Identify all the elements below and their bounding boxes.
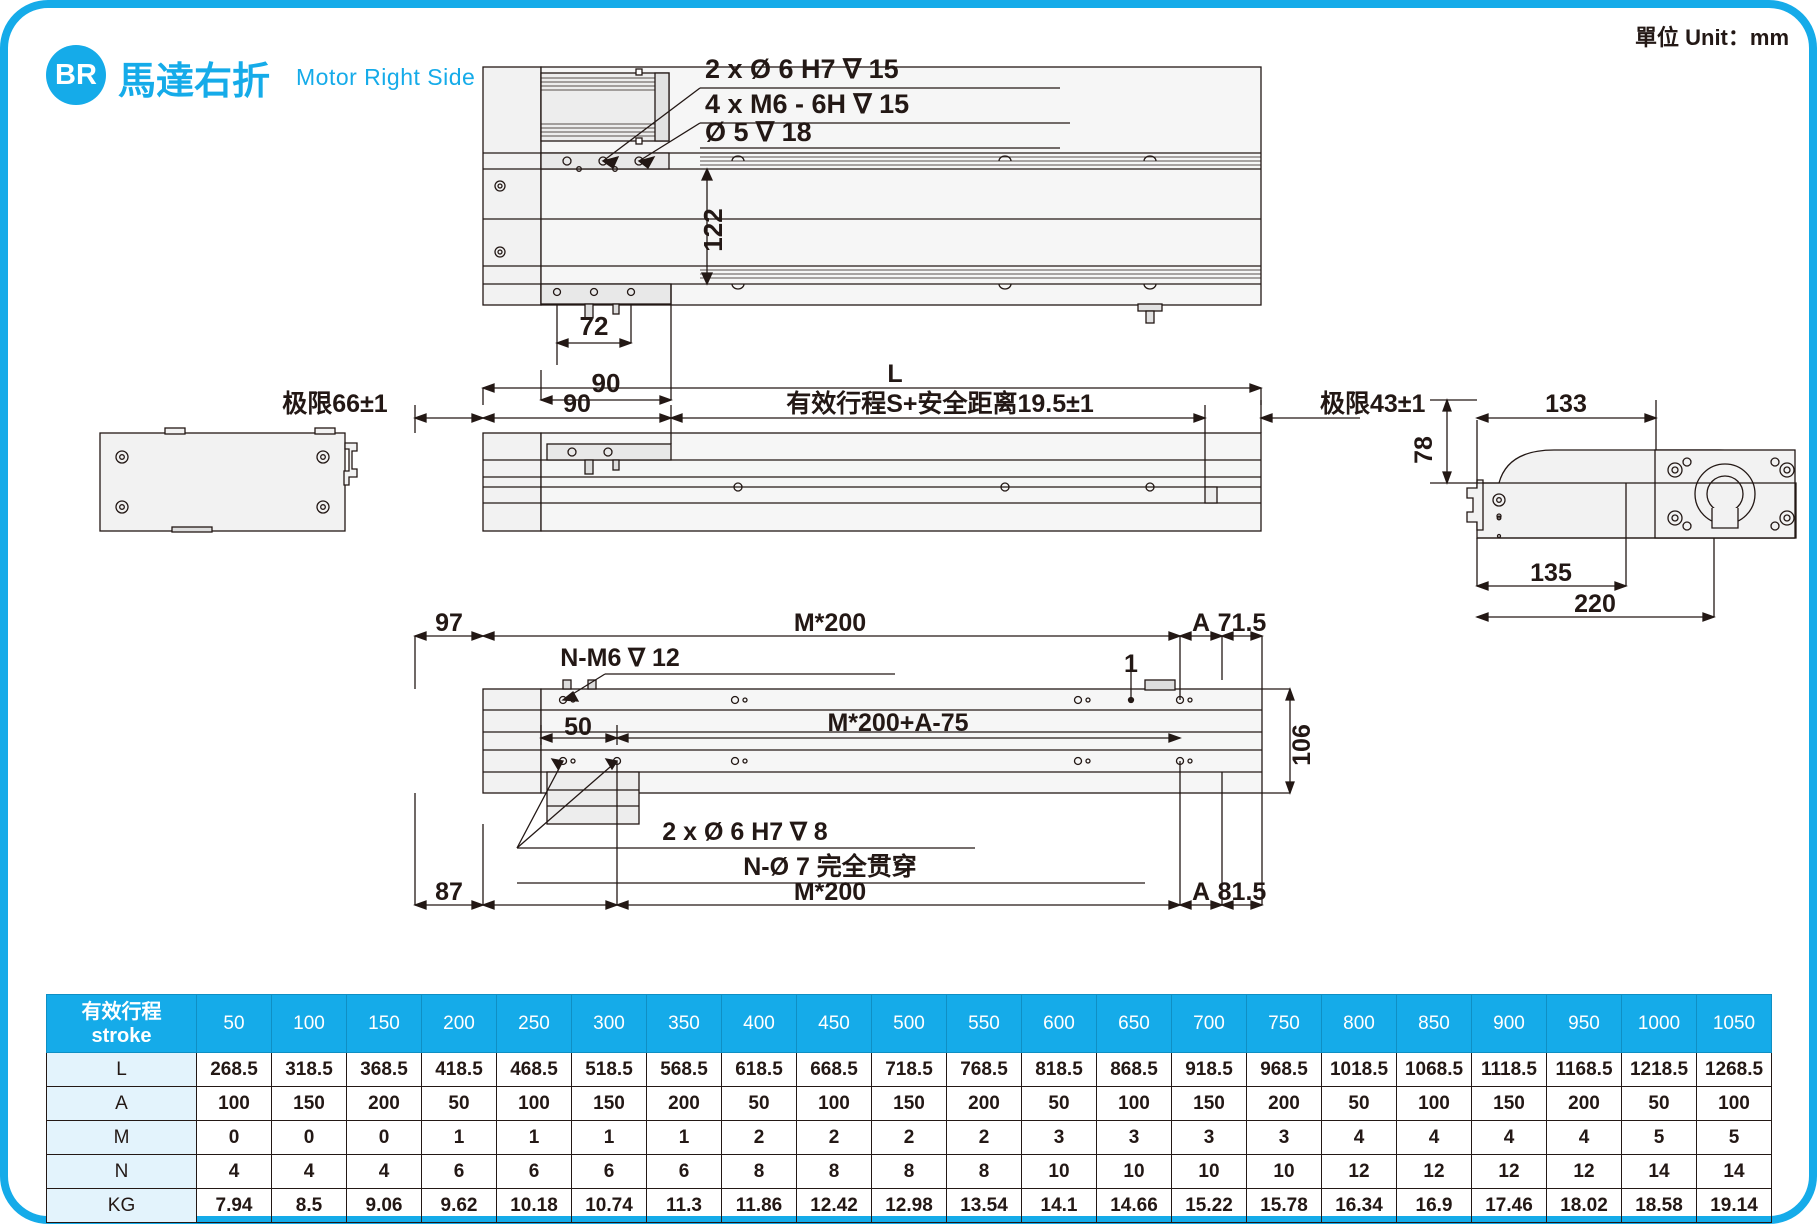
svg-text:N-Ø 7 完全贯穿: N-Ø 7 完全贯穿 (743, 852, 917, 881)
svg-text:2 x Ø 6 H7 ∇ 8: 2 x Ø 6 H7 ∇ 8 (662, 818, 828, 846)
svg-text:135: 135 (1530, 559, 1572, 587)
svg-text:L: L (887, 360, 902, 388)
svg-text:50: 50 (564, 713, 592, 741)
svg-text:M*200+A-75: M*200+A-75 (827, 709, 968, 737)
svg-text:极限43±1: 极限43±1 (1320, 390, 1426, 418)
svg-text:72: 72 (580, 311, 609, 341)
svg-text:90: 90 (563, 390, 591, 418)
svg-text:90: 90 (592, 368, 621, 398)
svg-text:M*200: M*200 (794, 609, 866, 637)
svg-text:97: 97 (435, 609, 463, 637)
svg-text:133: 133 (1545, 390, 1587, 418)
svg-text:N-M6 ∇ 12: N-M6 ∇ 12 (560, 644, 680, 672)
svg-text:2 x Ø 6 H7 ∇ 15: 2 x Ø 6 H7 ∇ 15 (705, 54, 899, 84)
svg-text:78: 78 (1410, 436, 1438, 464)
svg-text:71.5: 71.5 (1218, 609, 1267, 637)
svg-text:Ø 5 ∇ 18: Ø 5 ∇ 18 (705, 117, 812, 147)
svg-text:106: 106 (1288, 724, 1316, 766)
svg-text:A: A (1192, 878, 1210, 906)
svg-text:1: 1 (1124, 650, 1138, 678)
svg-text:4 x M6 - 6H ∇ 15: 4 x M6 - 6H ∇ 15 (705, 89, 909, 119)
svg-text:122: 122 (698, 208, 728, 251)
svg-text:A: A (1192, 609, 1210, 637)
svg-text:有效行程S+安全距离19.5±1: 有效行程S+安全距离19.5±1 (786, 389, 1094, 418)
svg-text:极限66±1: 极限66±1 (282, 390, 388, 418)
svg-text:M*200: M*200 (794, 878, 866, 906)
svg-text:81.5: 81.5 (1218, 878, 1267, 906)
svg-text:220: 220 (1574, 590, 1616, 618)
svg-text:87: 87 (435, 878, 463, 906)
